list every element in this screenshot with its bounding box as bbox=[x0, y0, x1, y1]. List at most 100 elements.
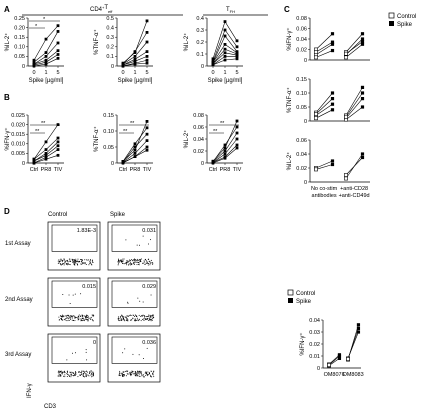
event-dot bbox=[127, 370, 129, 372]
event-dot bbox=[91, 319, 93, 321]
event-dot bbox=[81, 320, 83, 322]
event-dot bbox=[149, 260, 151, 262]
event-dot bbox=[153, 314, 155, 316]
event-dot bbox=[73, 315, 75, 317]
event-dot bbox=[62, 316, 64, 318]
event-dot bbox=[74, 316, 76, 318]
event-dot bbox=[140, 315, 142, 317]
data-point bbox=[44, 153, 48, 157]
assay-1-label: 1st Assay bbox=[5, 241, 31, 247]
event-dot bbox=[69, 375, 71, 377]
event-dot bbox=[86, 318, 88, 320]
event-dot bbox=[122, 262, 124, 264]
y-tick-label: 0.015 bbox=[11, 132, 25, 138]
pair-line bbox=[315, 164, 333, 170]
panel-letter-c: C bbox=[284, 5, 290, 14]
event-dot bbox=[118, 258, 120, 260]
event-dot bbox=[70, 371, 72, 373]
data-point bbox=[56, 136, 60, 140]
data-point bbox=[133, 62, 137, 66]
data-point bbox=[145, 132, 149, 136]
event-dot bbox=[82, 315, 84, 317]
event-dot bbox=[145, 373, 147, 375]
x-tick-label: Ctrl bbox=[209, 167, 218, 173]
event-dot bbox=[74, 264, 76, 266]
event-dot bbox=[140, 373, 142, 375]
pair-line bbox=[315, 33, 333, 50]
event-dot bbox=[75, 316, 77, 318]
chart-a3: 0 0.1 0.2 0.3 0.4 %IL-2⁺ 0 1 5 Spike [µg/ml] bbox=[183, 16, 243, 84]
event-dot bbox=[74, 320, 76, 322]
flow-gate bbox=[111, 224, 158, 252]
event-dot bbox=[72, 317, 74, 319]
y-tick-label: 0.10 bbox=[14, 45, 25, 51]
flow-frame bbox=[107, 277, 161, 327]
chart-b3: 0 0.02 0.04 0.06 0.08 %IL-2⁺ Ctrl PR8 TIV bbox=[183, 113, 243, 173]
event-dot bbox=[152, 263, 154, 265]
event-dot bbox=[70, 373, 72, 375]
legend-d-spike-label: Spike bbox=[296, 299, 312, 305]
event-dot bbox=[79, 374, 81, 376]
event-dot bbox=[121, 320, 123, 322]
data-point bbox=[145, 139, 149, 142]
sig-star-a1-mid: * bbox=[35, 24, 38, 30]
event-dot bbox=[87, 259, 89, 261]
event-dot bbox=[85, 263, 87, 265]
x-tick-label: No co-stim bbox=[311, 186, 338, 192]
event-dot bbox=[133, 261, 135, 263]
event-dot bbox=[142, 373, 144, 375]
event-dot bbox=[73, 260, 75, 262]
event-dot bbox=[136, 319, 138, 321]
event-dot bbox=[117, 264, 119, 266]
event-dot bbox=[141, 315, 143, 317]
spike-point bbox=[360, 155, 365, 160]
event-dot bbox=[117, 261, 119, 263]
event-dot bbox=[72, 320, 74, 322]
data-point bbox=[223, 156, 227, 160]
pair-line bbox=[345, 41, 363, 54]
event-dot bbox=[69, 303, 71, 305]
data-point bbox=[235, 55, 239, 58]
event-dot bbox=[57, 371, 59, 373]
event-dot bbox=[69, 261, 71, 263]
y-tick-label: 0.020 bbox=[11, 122, 25, 128]
event-dot bbox=[137, 372, 139, 374]
event-dot bbox=[132, 373, 134, 375]
event-dot bbox=[59, 262, 61, 264]
event-dot bbox=[59, 374, 61, 376]
y-tick-label: 0 bbox=[317, 366, 320, 372]
pair-line bbox=[315, 98, 333, 115]
event-dot bbox=[80, 320, 82, 322]
x-tick-label: +anti-CD49d bbox=[339, 193, 370, 199]
chart-b2: 0 0.05 0.10 0.15 %TNF-α⁺ Ctrl PR8 TIV bbox=[93, 113, 153, 173]
event-dot bbox=[134, 320, 136, 322]
event-dot bbox=[149, 264, 151, 266]
event-dot bbox=[149, 318, 151, 320]
event-dot bbox=[122, 352, 124, 354]
y-tick-label: 0 bbox=[111, 64, 114, 70]
event-dot bbox=[91, 376, 93, 378]
event-dot bbox=[147, 259, 149, 261]
event-dot bbox=[139, 375, 141, 377]
data-point bbox=[145, 145, 149, 149]
event-dot bbox=[147, 243, 149, 245]
pair-line bbox=[345, 33, 363, 53]
event-dot bbox=[88, 264, 90, 266]
event-dot bbox=[145, 319, 147, 321]
event-dot bbox=[129, 264, 131, 266]
flow-gate-value: 0.036 bbox=[142, 340, 156, 346]
event-dot bbox=[89, 260, 91, 262]
event-dot bbox=[71, 316, 73, 318]
event-dot bbox=[147, 316, 149, 318]
event-dot bbox=[83, 373, 85, 375]
y-tick-label: 0.5 bbox=[106, 16, 114, 22]
legend-d-control-marker bbox=[287, 289, 294, 296]
event-dot bbox=[143, 319, 145, 321]
data-point bbox=[56, 140, 60, 144]
data-point bbox=[223, 34, 227, 38]
event-dot bbox=[129, 372, 131, 374]
data-point bbox=[145, 50, 149, 53]
event-dot bbox=[127, 315, 129, 317]
event-dot bbox=[92, 371, 94, 373]
event-dot bbox=[89, 372, 91, 374]
